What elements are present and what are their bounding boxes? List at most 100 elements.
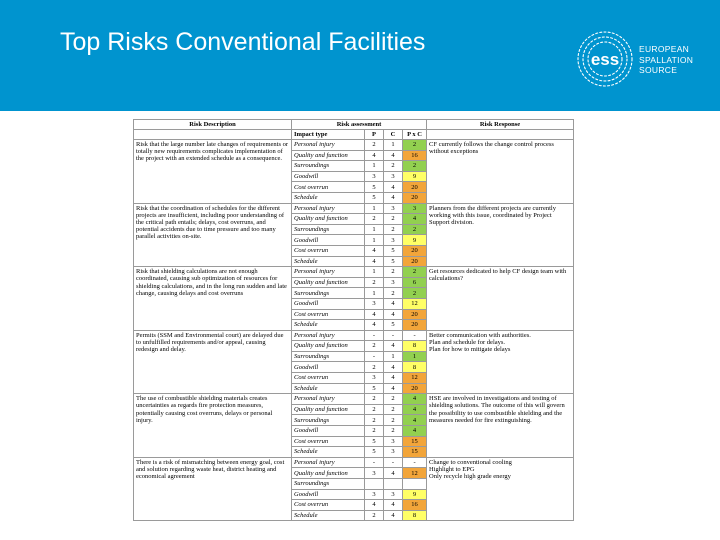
c-value: 2 [383,287,403,299]
pxc-value: 9 [401,488,428,501]
p-value: 3 [364,488,384,501]
pxc-header: P x C [401,129,428,140]
ess-logo-text: EUROPEAN SPALLATION SOURCE [639,44,693,76]
impact-type: Cost overrun [291,372,365,384]
p-value: 2 [364,276,384,289]
pxc-value: 4 [401,403,428,416]
table-row: Quality and function 2 3 6 [134,276,574,289]
c-value: 4 [383,191,403,204]
risk-description: There is a risk of mismatching between e… [133,456,292,522]
impact-type: Surroundings [291,160,365,172]
impact-type: Surroundings [291,287,365,299]
pxc-value: 6 [401,276,428,289]
c-value: 4 [383,499,403,511]
c-value: 4 [383,181,403,193]
c-value: 2 [383,425,403,437]
c-value: 3 [383,435,403,448]
table-row: Quality and function 2 2 4 [134,213,574,225]
risk-response: HSE are involved in investigations and t… [426,393,575,458]
c-value: 3 [383,488,403,501]
pxc-value: - [401,329,428,342]
risk-response: Get resources dedicated to help CF desig… [426,266,575,331]
c-value: 2 [383,393,403,405]
p-value: 3 [364,170,384,183]
risk-assessment-header: Risk assessment [290,119,428,130]
impact-type: Schedule [291,382,365,395]
ess-logo-mark: ess [591,50,619,69]
impact-type: Goodwill [291,297,365,310]
table-row: Schedule 4 5 20 [134,319,574,331]
impact-type: Goodwill [291,361,365,374]
p-value: 5 [364,191,384,204]
c-value [383,478,403,490]
c-value: 4 [383,361,403,374]
impact-type: Goodwill [291,170,365,183]
table-row: Cost overrun 4 4 20 [134,308,574,321]
impact-type: Goodwill [291,234,365,246]
risk-table: Risk Description Risk assessment Risk Re… [133,119,575,522]
table-row: Quality and function 2 2 4 [134,403,574,416]
impact-type: Quality and function [291,149,365,162]
p-value: - [364,329,384,342]
p-value: - [364,350,384,363]
c-value: 4 [383,340,403,352]
pxc-value [401,478,428,490]
p-value: 5 [364,446,384,458]
c-value: 2 [383,403,403,416]
pxc-value: 4 [401,393,428,405]
table-row: Risk that the coordination of schedules … [133,202,575,268]
risk-description-header: Risk Description [133,119,292,130]
risk-description: The use of combustible shielding materia… [133,393,292,458]
table-row: Goodwill 3 4 12 [134,297,574,310]
p-value: 1 [364,160,384,172]
risk-response: CF currently follows the change control … [426,139,575,204]
table-row: Cost overrun 3 4 12 [134,372,574,384]
logo-line-2: SPALLATION [639,54,694,65]
impact-type: Schedule [291,191,365,204]
impact-type: Cost overrun [291,308,365,321]
impact-type: Quality and function [291,213,365,225]
impact-type: Schedule [291,255,365,268]
pxc-value: 2 [401,287,428,299]
p-value: 4 [364,149,384,162]
pxc-value: - [401,456,428,469]
table-row: Risk that the large number late changes … [133,139,575,204]
p-value: 1 [364,266,384,278]
impact-type: Cost overrun [291,244,365,257]
impact-type: Quality and function [291,403,365,416]
c-value: 2 [383,223,403,236]
p-value: 1 [364,287,384,299]
pxc-value: 12 [401,297,428,310]
pxc-value: 4 [401,213,428,225]
impact-type: Goodwill [291,425,365,437]
impact-type: Quality and function [291,340,365,352]
pxc-value: 2 [401,139,428,151]
c-value: 4 [383,382,403,395]
c-header: C [383,129,403,140]
pxc-value: 20 [401,382,428,395]
p-value: 2 [364,361,384,374]
impact-type: Personal injury [291,139,365,151]
p-value: 1 [364,234,384,246]
pxc-value: 16 [401,149,428,162]
impact-type: Cost overrun [291,499,365,511]
impact-type: Schedule [291,509,365,522]
p-value: 1 [364,202,384,215]
impact-type: Schedule [291,319,365,331]
c-value: 3 [383,170,403,183]
risk-response: Change to conventional cooling Highlight… [426,456,575,522]
risk-table-body: Risk that the large number late changes … [133,139,575,522]
p-value: 2 [364,213,384,225]
impact-type: Personal injury [291,202,365,215]
c-value: 2 [383,414,403,427]
p-value: 3 [364,372,384,384]
table-row: Goodwill 2 4 8 [134,361,574,374]
risk-response-header: Risk Response [426,119,575,130]
p-value: 5 [364,435,384,448]
c-value: 3 [383,446,403,458]
c-value: 4 [383,467,403,479]
c-value: 2 [383,266,403,278]
p-value: 4 [364,308,384,321]
p-value: 4 [364,499,384,511]
table-row: Surroundings 1 2 2 [134,287,574,299]
